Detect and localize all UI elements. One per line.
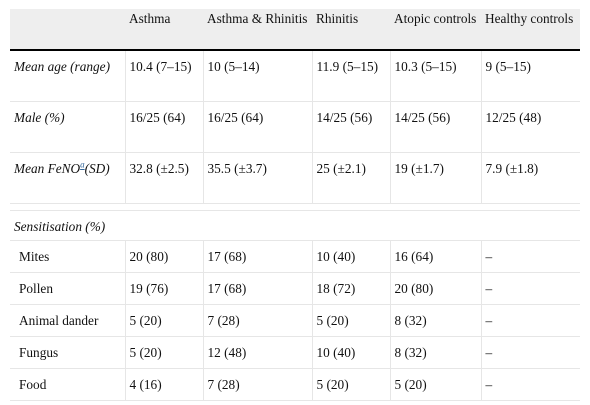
header-cell-asthma-rhinitis: Asthma & Rhinitis bbox=[203, 9, 312, 51]
table-cell: 8 (32) bbox=[390, 336, 482, 369]
table-cell: 12/25 (48) bbox=[481, 101, 580, 153]
table-cell: 10 (40) bbox=[312, 336, 391, 369]
section-row-sensitisation: Sensitisation (%) bbox=[10, 210, 580, 241]
table-cell: 20 (80) bbox=[125, 240, 204, 273]
table-cell: 25 (±2.1) bbox=[312, 152, 391, 204]
feno-label-suffix: (SD) bbox=[84, 161, 110, 176]
table-cell: 5 (20) bbox=[390, 368, 482, 401]
row-label: Mean age (range) bbox=[10, 50, 126, 102]
table-row-mean-age: Mean age (range) 10.4 (7–15) 10 (5–14) 1… bbox=[10, 50, 580, 102]
table-cell: 10 (5–14) bbox=[203, 50, 313, 102]
table-cell: 14/25 (56) bbox=[390, 101, 482, 153]
table-cell: – bbox=[481, 272, 580, 305]
header-cell-rhinitis: Rhinitis bbox=[312, 9, 390, 51]
table-cell: 5 (20) bbox=[312, 304, 391, 337]
table-cell: – bbox=[481, 240, 580, 273]
table-cell: 18 (72) bbox=[312, 272, 391, 305]
table-cell: 9 (5–15) bbox=[481, 50, 580, 102]
table-row-animal-dander: Animal dander 5 (20) 7 (28) 5 (20) 8 (32… bbox=[10, 304, 580, 337]
demographics-table: Asthma Asthma & Rhinitis Rhinitis Atopic… bbox=[10, 9, 580, 401]
row-label: Fungus bbox=[10, 336, 126, 369]
table-cell: – bbox=[481, 304, 580, 337]
table-cell: 10.4 (7–15) bbox=[125, 50, 204, 102]
table-row-fungus: Fungus 5 (20) 12 (48) 10 (40) 8 (32) – bbox=[10, 336, 580, 369]
row-label: Mean FeNOa(SD) bbox=[10, 152, 126, 204]
table-cell: – bbox=[481, 336, 580, 369]
table-cell: 4 (16) bbox=[125, 368, 204, 401]
table-cell: 10.3 (5–15) bbox=[390, 50, 482, 102]
row-label: Pollen bbox=[10, 272, 126, 305]
table-row-pollen: Pollen 19 (76) 17 (68) 18 (72) 20 (80) – bbox=[10, 272, 580, 305]
table-cell: 17 (68) bbox=[203, 272, 313, 305]
table-cell: 16 (64) bbox=[390, 240, 482, 273]
table-cell: 10 (40) bbox=[312, 240, 391, 273]
table-cell: 12 (48) bbox=[203, 336, 313, 369]
footnote-link[interactable]: a bbox=[80, 159, 85, 170]
row-label: Animal dander bbox=[10, 304, 126, 337]
table-cell: – bbox=[481, 368, 580, 401]
table-cell: 5 (20) bbox=[125, 336, 204, 369]
table-cell: 5 (20) bbox=[312, 368, 391, 401]
table-cell: 19 (76) bbox=[125, 272, 204, 305]
table-cell: 5 (20) bbox=[125, 304, 204, 337]
table-cell: 19 (±1.7) bbox=[390, 152, 482, 204]
row-label: Male (%) bbox=[10, 101, 126, 153]
row-label: Mites bbox=[10, 240, 126, 273]
table-cell: 11.9 (5–15) bbox=[312, 50, 391, 102]
feno-label-text: Mean FeNO bbox=[14, 161, 81, 176]
table-cell: 16/25 (64) bbox=[203, 101, 313, 153]
header-cell-blank bbox=[10, 9, 125, 51]
header-cell-atopic-controls: Atopic controls bbox=[390, 9, 481, 51]
table-cell: 32.8 (±2.5) bbox=[125, 152, 204, 204]
section-title: Sensitisation (%) bbox=[10, 210, 580, 241]
table-cell: 17 (68) bbox=[203, 240, 313, 273]
table-container: Asthma Asthma & Rhinitis Rhinitis Atopic… bbox=[10, 9, 580, 401]
table-cell: 7.9 (±1.8) bbox=[481, 152, 580, 204]
row-label: Food bbox=[10, 368, 126, 401]
table-row-mites: Mites 20 (80) 17 (68) 10 (40) 16 (64) – bbox=[10, 240, 580, 273]
table-cell: 16/25 (64) bbox=[125, 101, 204, 153]
table-row-male: Male (%) 16/25 (64) 16/25 (64) 14/25 (56… bbox=[10, 101, 580, 153]
table-row-food: Food 4 (16) 7 (28) 5 (20) 5 (20) – bbox=[10, 368, 580, 401]
table-row-feno: Mean FeNOa(SD) 32.8 (±2.5) 35.5 (±3.7) 2… bbox=[10, 152, 580, 204]
table-cell: 8 (32) bbox=[390, 304, 482, 337]
table-cell: 35.5 (±3.7) bbox=[203, 152, 313, 204]
header-cell-healthy-controls: Healthy controls bbox=[481, 9, 580, 51]
table-cell: 7 (28) bbox=[203, 368, 313, 401]
table-cell: 7 (28) bbox=[203, 304, 313, 337]
header-row: Asthma Asthma & Rhinitis Rhinitis Atopic… bbox=[10, 9, 580, 51]
spacer-row bbox=[10, 203, 580, 211]
table-cell: 14/25 (56) bbox=[312, 101, 391, 153]
table-cell: 20 (80) bbox=[390, 272, 482, 305]
header-cell-asthma: Asthma bbox=[125, 9, 203, 51]
